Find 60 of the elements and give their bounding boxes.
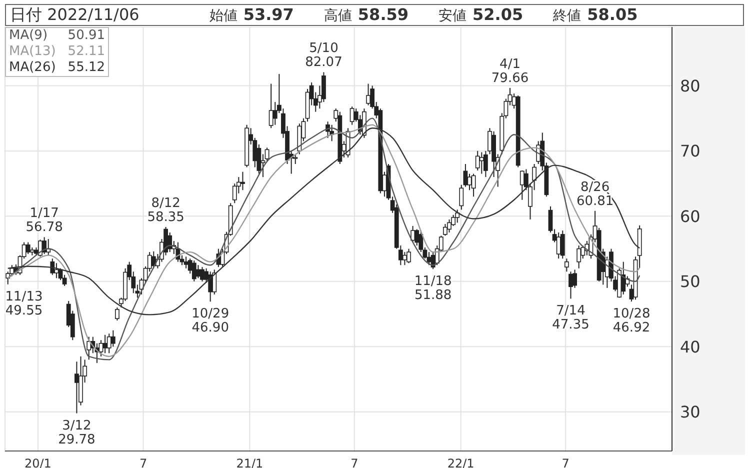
text: 終値 58.05: [553, 5, 638, 24]
chart-title: 日付 2022/11/06: [10, 4, 140, 26]
annotation: 11/13 49.55: [5, 289, 43, 318]
candlestick: [200, 266, 204, 282]
annotation: 8/12 58.35: [147, 196, 184, 225]
text: 始値 53.97: [209, 5, 294, 24]
annotation: 3/12 29.78: [58, 418, 96, 448]
annotation: 10/28 46.92: [612, 306, 650, 336]
text: MA(9) 50.91: [9, 28, 106, 43]
candlestick: [115, 306, 120, 322]
y-tick-label: 80: [680, 76, 700, 96]
candlestick: [366, 83, 370, 106]
y-tick-label: 40: [680, 337, 700, 356]
candlestick: [402, 252, 407, 266]
text: MA(13) 52.11: [9, 44, 106, 60]
text: 高値 58.59: [324, 5, 409, 24]
candlestick: [406, 248, 411, 264]
candlestick: [240, 171, 245, 191]
candlestick: [568, 271, 573, 300]
y-tick-label: 60: [680, 206, 700, 226]
annotation: 10/29 46.90: [192, 306, 230, 336]
annotation: 1/17 56.78: [26, 206, 63, 236]
y-tick-label: 70: [680, 142, 700, 161]
candlestick: [102, 334, 108, 354]
candlestick: [168, 232, 172, 253]
y-tick-label: 50: [680, 272, 700, 292]
candlestick: [54, 262, 59, 279]
candlestick: [479, 152, 484, 174]
candlestick: [475, 150, 480, 172]
candlestick: [110, 330, 116, 348]
candlestick: [520, 170, 524, 200]
annotation: 4/1 79.66: [491, 56, 529, 86]
text: MA(26) 55.12: [9, 60, 106, 76]
candlestick: [560, 230, 565, 260]
candlestick: [447, 218, 452, 233]
y-tick-label: 30: [680, 402, 700, 422]
candlestick: [556, 232, 561, 260]
annotation: 5/10 82.07: [305, 41, 342, 70]
candlestick: [26, 242, 30, 255]
candlestick: [42, 236, 47, 255]
candlestick: [192, 260, 196, 282]
candlestick: [467, 173, 472, 191]
candlestick: [564, 258, 569, 272]
x-tick-label: 7: [350, 456, 358, 468]
candlestick: [50, 258, 55, 276]
x-tick-label: 7: [562, 456, 570, 468]
x-tick-label: 7: [139, 456, 148, 468]
candlestick: [151, 250, 156, 269]
candlestick: [621, 261, 626, 295]
candlestick: [455, 209, 460, 224]
annotation: 11/18 51.88: [414, 274, 452, 304]
candlestick: [86, 336, 92, 360]
candlestick: [268, 83, 274, 129]
candlestick: [350, 106, 354, 126]
candlestick: [471, 173, 476, 198]
candlestick: [106, 333, 112, 354]
text: 安値 52.05: [438, 5, 524, 24]
candlestick: [184, 256, 188, 269]
candlestick: [576, 245, 582, 269]
annotation: 7/14 47.35: [552, 304, 590, 333]
